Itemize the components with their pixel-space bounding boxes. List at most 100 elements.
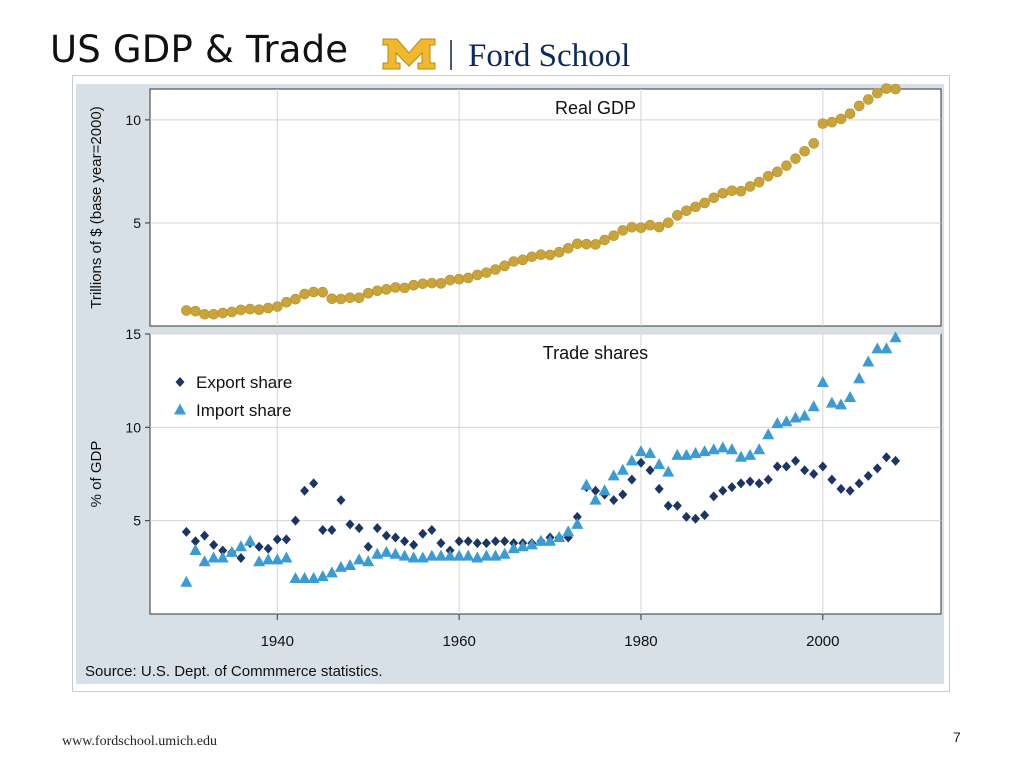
import-share-point — [198, 555, 211, 567]
gdp-point — [717, 187, 729, 199]
x-tick-label: 1940 — [261, 633, 294, 650]
slide-title: US GDP & Trade — [50, 28, 349, 71]
import-share-point — [262, 553, 275, 565]
export-share-point — [327, 525, 337, 535]
import-share-point — [453, 549, 466, 561]
gdp-point — [590, 239, 601, 250]
gdp-point — [781, 160, 792, 171]
import-share-point — [762, 428, 775, 440]
gdp-point — [426, 277, 438, 289]
gdp-point — [344, 292, 356, 304]
import-share-point — [662, 465, 675, 477]
import-share-point — [553, 530, 566, 542]
import-share-point — [680, 448, 693, 460]
footer-url[interactable]: www.fordschool.umich.edu — [62, 734, 218, 749]
import-share-point — [344, 558, 357, 570]
export-share-point — [636, 457, 646, 468]
import-share-point — [462, 549, 475, 561]
export-share-point — [618, 489, 628, 500]
legend-marker-import — [174, 403, 186, 415]
gdp-point — [726, 185, 738, 197]
gdp-point — [672, 210, 683, 221]
import-share-point — [716, 441, 729, 453]
gdp-point — [208, 308, 219, 320]
gdp-point — [662, 217, 674, 229]
import-share-point — [862, 355, 875, 367]
export-share-point — [463, 536, 473, 547]
export-share-point — [691, 513, 701, 524]
export-share-point — [609, 495, 619, 506]
legend-label: Import share — [196, 401, 291, 420]
gdp-point — [853, 100, 865, 112]
gdp-trade-chart: 5 10 Real GDP 5 10 15 Trade shares Export share… — [76, 83, 944, 684]
gdp-point — [299, 288, 310, 300]
export-share-point — [654, 483, 664, 494]
gdp-point — [508, 256, 519, 267]
source-note: Source: U.S. Dept. of Commmerce statisti… — [85, 663, 383, 680]
import-share-point — [844, 390, 857, 402]
export-share-point — [591, 485, 601, 496]
import-share-point — [298, 572, 311, 584]
import-share-point — [280, 551, 293, 563]
page-number: 7 — [953, 729, 961, 745]
x-tick-label: 1980 — [624, 633, 657, 650]
export-share-point — [709, 491, 719, 502]
import-share-point — [353, 553, 366, 565]
import-share-point — [289, 572, 302, 584]
export-share-point — [336, 495, 346, 506]
export-share-point — [454, 536, 464, 547]
import-share-point — [225, 545, 238, 557]
y-tick-label: 5 — [133, 513, 141, 529]
import-share-point — [334, 560, 347, 572]
export-share-point — [854, 478, 864, 489]
export-share-point — [400, 536, 410, 547]
import-share-point — [734, 450, 747, 462]
import-share-point — [853, 372, 866, 384]
gdp-point — [390, 282, 401, 293]
import-share-point — [634, 445, 647, 457]
export-share-point — [481, 538, 491, 549]
gdp-point — [562, 243, 574, 254]
export-share-point — [354, 523, 364, 534]
panel-title: Trade shares — [543, 343, 648, 363]
export-share-point — [436, 538, 446, 549]
gdp-point — [572, 238, 583, 250]
export-share-point — [290, 515, 300, 526]
plot-area-2 — [149, 333, 942, 615]
import-share-point — [362, 555, 375, 567]
y-tick-label: 10 — [125, 419, 141, 435]
gdp-point — [862, 94, 874, 105]
y-axis-label-trade: % of GDP — [88, 441, 105, 508]
export-share-point — [827, 474, 837, 485]
export-share-point — [181, 526, 191, 537]
gdp-point — [408, 279, 419, 291]
import-share-point — [180, 575, 193, 587]
import-share-point — [480, 549, 493, 561]
import-share-point — [307, 572, 320, 584]
import-share-point — [607, 469, 620, 481]
gdp-point — [444, 274, 456, 286]
import-share-point — [216, 551, 229, 563]
import-share-point — [234, 540, 247, 552]
import-share-point — [571, 517, 584, 529]
import-share-point — [444, 549, 457, 561]
export-share-point — [872, 463, 882, 474]
export-share-point — [754, 478, 764, 489]
gdp-point — [753, 176, 765, 188]
import-share-point — [562, 525, 575, 537]
import-share-point — [825, 396, 838, 408]
gdp-point — [890, 83, 901, 95]
import-share-point — [316, 570, 329, 582]
export-share-point — [836, 483, 846, 494]
export-share-point — [681, 511, 691, 522]
gdp-point — [262, 302, 274, 314]
gdp-point — [635, 222, 647, 233]
gdp-point — [626, 221, 638, 233]
import-share-point — [798, 409, 811, 421]
import-share-point — [253, 555, 266, 567]
export-share-point — [363, 541, 373, 552]
gdp-point — [253, 304, 265, 316]
import-share-point — [644, 446, 657, 458]
export-share-point — [672, 500, 682, 511]
gdp-point — [735, 185, 747, 197]
